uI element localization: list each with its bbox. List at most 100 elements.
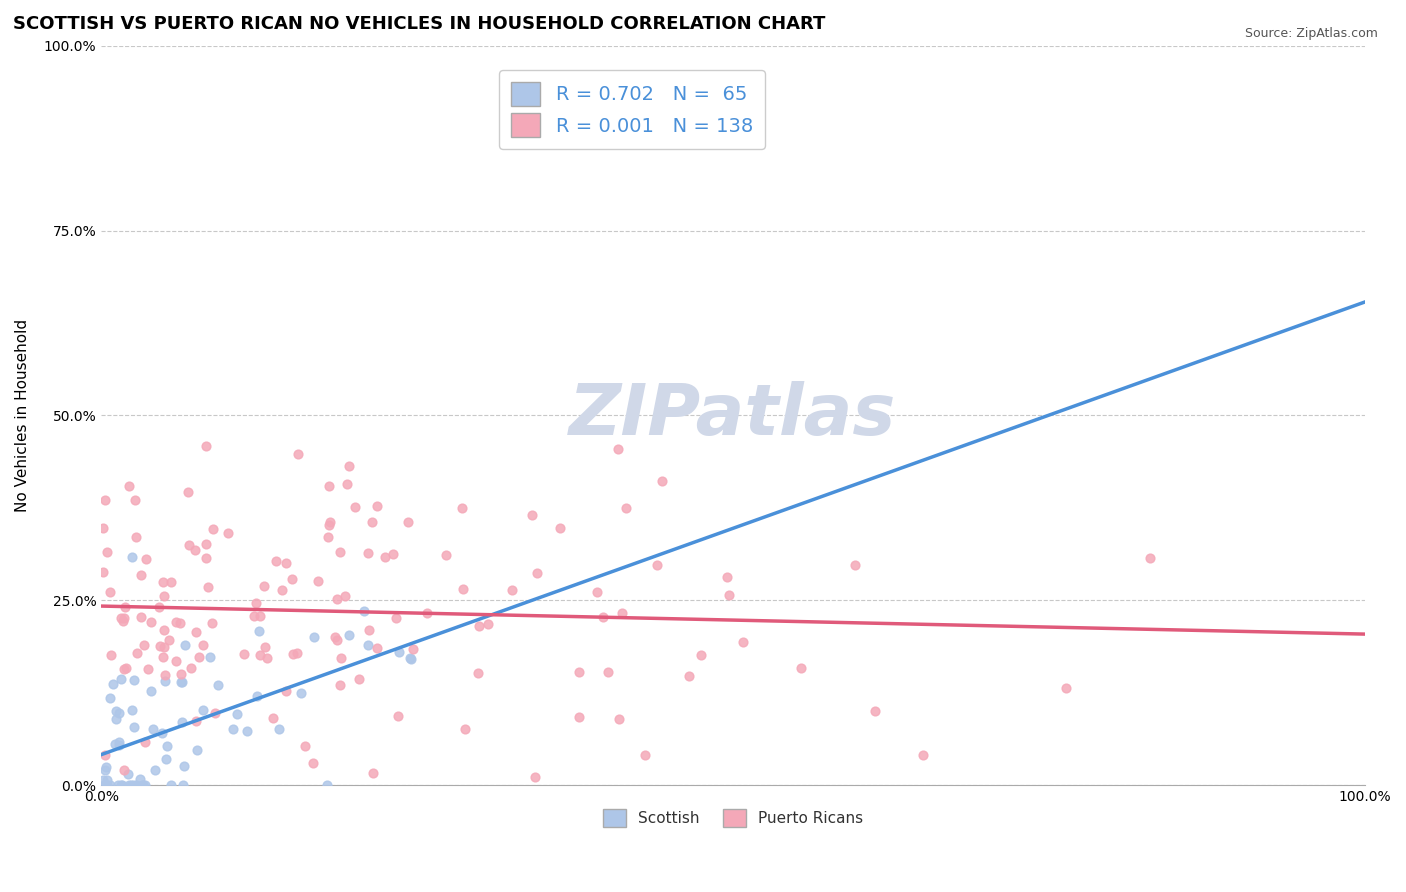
Puerto Ricans [281,573,304,587]
Scottish [142,722,165,736]
Puerto Ricans [125,646,148,660]
Scottish [141,683,163,698]
Scottish [222,723,245,737]
Scottish [150,726,173,740]
Puerto Ricans [596,665,619,679]
Puerto Ricans [191,638,214,652]
Scottish [143,764,166,778]
Puerto Ricans [326,591,349,606]
Puerto Ricans [366,500,388,514]
Puerto Ricans [139,615,162,629]
Puerto Ricans [359,624,381,638]
Puerto Ricans [451,582,474,596]
Puerto Ricans [253,640,276,654]
Scottish [246,689,269,703]
Scottish [105,704,128,718]
Puerto Ricans [165,654,187,668]
Puerto Ricans [124,493,146,508]
Scottish [96,773,118,788]
Puerto Ricans [329,678,352,692]
Puerto Ricans [844,558,866,573]
Puerto Ricans [112,763,135,777]
Scottish [156,739,179,753]
Puerto Ricans [318,517,340,532]
Puerto Ricans [129,610,152,624]
Puerto Ricans [152,649,174,664]
Puerto Ricans [125,530,148,544]
Puerto Ricans [568,665,591,679]
Puerto Ricans [520,508,543,522]
Scottish [129,772,152,786]
Scottish [121,703,143,717]
Scottish [117,767,139,781]
Legend: Scottish, Puerto Ricans: Scottish, Puerto Ricans [593,799,872,837]
Puerto Ricans [201,616,224,631]
Scottish [172,778,194,792]
Scottish [226,707,249,722]
Puerto Ricans [307,574,329,588]
Scottish [399,651,422,665]
Puerto Ricans [285,646,308,660]
Puerto Ricans [96,545,118,559]
Puerto Ricans [361,515,384,529]
Puerto Ricans [177,484,200,499]
Puerto Ricans [416,606,439,620]
Puerto Ricans [402,641,425,656]
Puerto Ricans [526,566,548,580]
Puerto Ricans [153,668,176,682]
Puerto Ricans [165,615,187,629]
Puerto Ricans [567,710,589,724]
Puerto Ricans [287,447,309,461]
Puerto Ricans [326,633,349,648]
Puerto Ricans [194,439,217,453]
Puerto Ricans [184,542,207,557]
Puerto Ricans [157,632,180,647]
Puerto Ricans [197,581,219,595]
Puerto Ricans [329,545,352,559]
Puerto Ricans [337,459,360,474]
Scottish [125,778,148,792]
Puerto Ricans [160,574,183,589]
Puerto Ricans [195,536,218,550]
Scottish [122,778,145,792]
Puerto Ricans [245,596,267,610]
Puerto Ricans [1056,681,1078,696]
Puerto Ricans [112,662,135,676]
Puerto Ricans [790,661,813,675]
Puerto Ricans [911,747,934,762]
Puerto Ricans [204,706,226,720]
Puerto Ricans [396,515,419,529]
Puerto Ricans [501,582,523,597]
Puerto Ricans [249,608,271,623]
Scottish [174,638,197,652]
Scottish [118,778,141,792]
Scottish [207,678,229,692]
Scottish [269,722,291,736]
Puerto Ricans [678,669,700,683]
Puerto Ricans [731,635,754,649]
Puerto Ricans [153,640,176,655]
Puerto Ricans [184,624,207,639]
Puerto Ricans [179,538,201,552]
Puerto Ricans [633,747,655,762]
Puerto Ricans [243,609,266,624]
Puerto Ricans [149,639,172,653]
Puerto Ricans [194,550,217,565]
Puerto Ricans [366,640,388,655]
Puerto Ricans [276,556,298,570]
Scottish [122,720,145,734]
Scottish [186,743,208,757]
Scottish [339,627,361,641]
Puerto Ricans [467,665,489,680]
Puerto Ricans [318,479,340,493]
Puerto Ricans [94,747,117,762]
Puerto Ricans [264,554,287,568]
Puerto Ricans [384,611,406,625]
Scottish [155,673,177,688]
Puerto Ricans [607,712,630,726]
Puerto Ricans [610,606,633,620]
Scottish [160,778,183,792]
Scottish [94,763,117,777]
Puerto Ricans [131,567,153,582]
Puerto Ricans [454,723,477,737]
